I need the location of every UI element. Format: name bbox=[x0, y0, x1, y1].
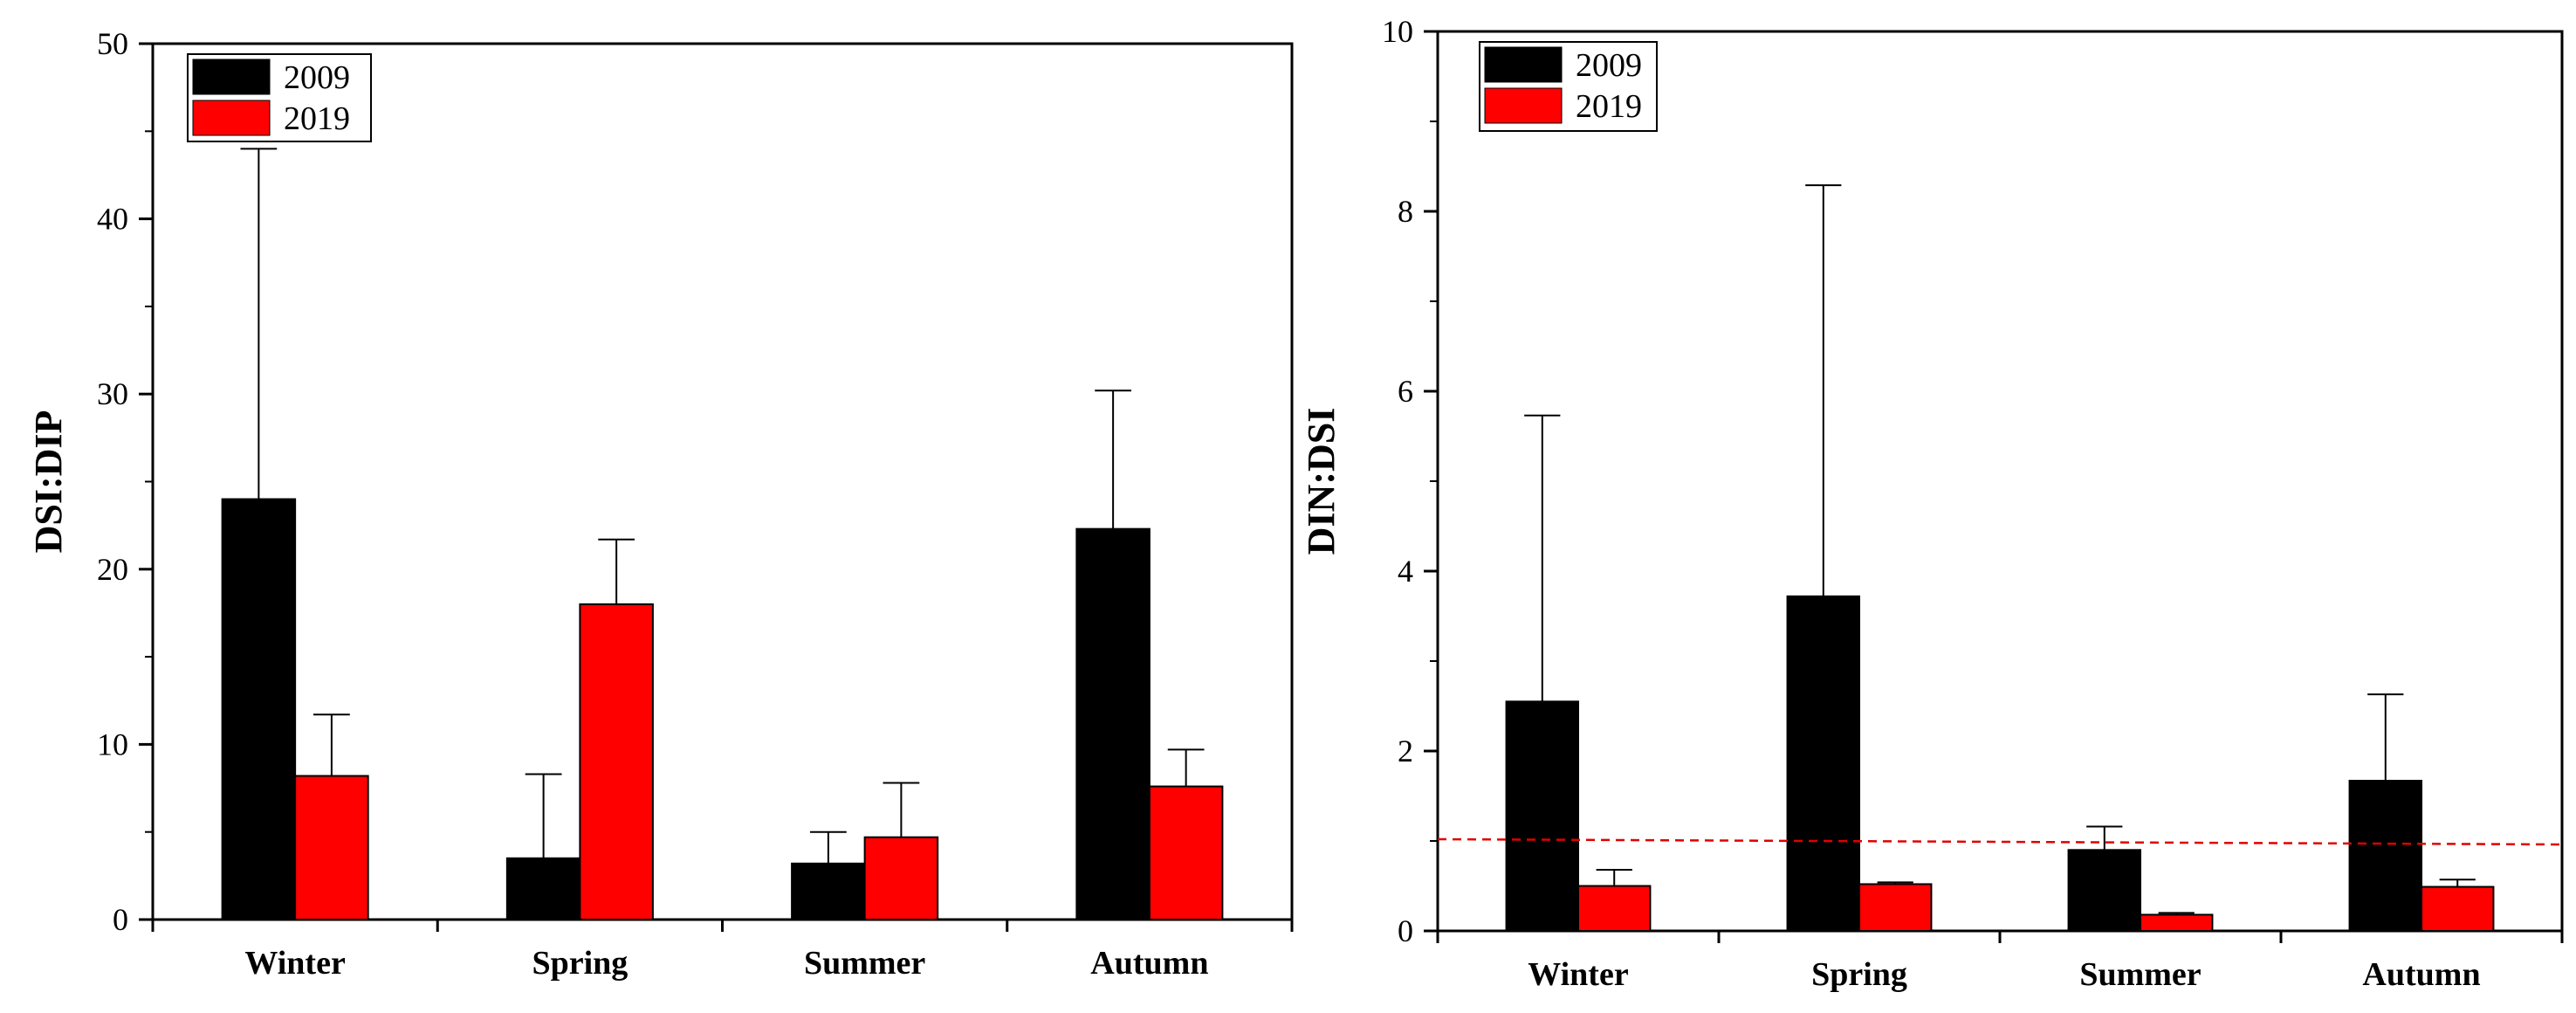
y-tick-label: 6 bbox=[1398, 374, 1413, 409]
x-tick-label-autumn: Autumn bbox=[2362, 956, 2480, 993]
bar-2009-spring bbox=[505, 857, 581, 920]
bar-2009-autumn bbox=[1075, 527, 1151, 920]
y-tick-label: 8 bbox=[1398, 194, 1413, 229]
legend-swatch-2009 bbox=[1484, 46, 1563, 83]
y-axis-label: DSI:DIP bbox=[27, 410, 70, 554]
bar-2019-autumn bbox=[2421, 886, 2495, 933]
bar-2009-winter bbox=[1505, 700, 1579, 932]
bar-2009-autumn bbox=[2348, 779, 2423, 932]
x-tick-label-winter: Winter bbox=[1528, 956, 1629, 993]
bar-2019-autumn bbox=[1148, 785, 1224, 920]
bar-2019-spring bbox=[1858, 883, 1933, 933]
legend-swatch-2019 bbox=[192, 100, 271, 136]
y-tick-label: 2 bbox=[1398, 734, 1413, 768]
bar-2019-winter bbox=[294, 775, 369, 920]
reference-line bbox=[1437, 837, 2563, 846]
chart-panel-2: 0 2 4 6 8 10 DIN:DSI Winter Spring Summer Autumn 20… bbox=[1300, 14, 2564, 993]
bar-2019-summer bbox=[863, 836, 939, 921]
x-tick-label-winter: Winter bbox=[244, 945, 346, 982]
legend-swatch-2009 bbox=[192, 59, 271, 95]
y-tick-label: 20 bbox=[97, 552, 128, 587]
y-tick-label: 4 bbox=[1398, 554, 1413, 589]
bar-2019-spring bbox=[579, 603, 654, 920]
y-tick-label: 40 bbox=[97, 202, 128, 237]
bar-2009-spring bbox=[1786, 595, 1860, 933]
x-tick-label-spring: Spring bbox=[532, 945, 628, 982]
legend-swatch-2019 bbox=[1484, 87, 1563, 124]
y-tick-label: 0 bbox=[1398, 913, 1413, 948]
bar-2009-summer bbox=[791, 862, 866, 920]
x-tick-label-summer: Summer bbox=[804, 945, 925, 982]
y-axis-label: DIN:DSI bbox=[1300, 408, 1343, 555]
x-tick-label-autumn: Autumn bbox=[1090, 945, 1208, 982]
bar-2009-winter bbox=[221, 498, 297, 920]
bar-2009-summer bbox=[2067, 849, 2142, 932]
y-tick-label: 0 bbox=[113, 902, 128, 937]
chart-panel-1: 0 10 20 30 40 50 DSI:DIP Winter Spring Summer Autu… bbox=[27, 26, 1294, 982]
legend-label-2019: 2019 bbox=[284, 100, 350, 137]
y-tick-label: 30 bbox=[97, 376, 128, 411]
y-tick-label: 10 bbox=[97, 727, 128, 761]
legend-label-2009: 2009 bbox=[1576, 47, 1642, 84]
bar-2019-winter bbox=[1577, 885, 1652, 932]
x-tick-label-spring: Spring bbox=[1811, 956, 1907, 993]
legend-label-2019: 2019 bbox=[1576, 88, 1642, 125]
legend-label-2009: 2009 bbox=[284, 59, 350, 96]
x-tick-label-summer: Summer bbox=[2079, 956, 2201, 993]
y-tick-label: 10 bbox=[1382, 14, 1413, 49]
bar-2019-summer bbox=[2140, 913, 2214, 932]
y-tick-label: 50 bbox=[97, 26, 128, 61]
